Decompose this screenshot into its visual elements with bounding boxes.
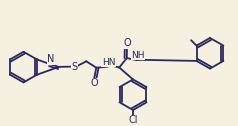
Text: O: O bbox=[123, 38, 131, 48]
Text: N: N bbox=[47, 54, 55, 64]
Text: S: S bbox=[71, 62, 77, 72]
Text: Cl: Cl bbox=[128, 115, 138, 125]
Text: NH: NH bbox=[132, 51, 145, 60]
Text: HN: HN bbox=[102, 58, 115, 67]
Text: O: O bbox=[90, 78, 98, 88]
